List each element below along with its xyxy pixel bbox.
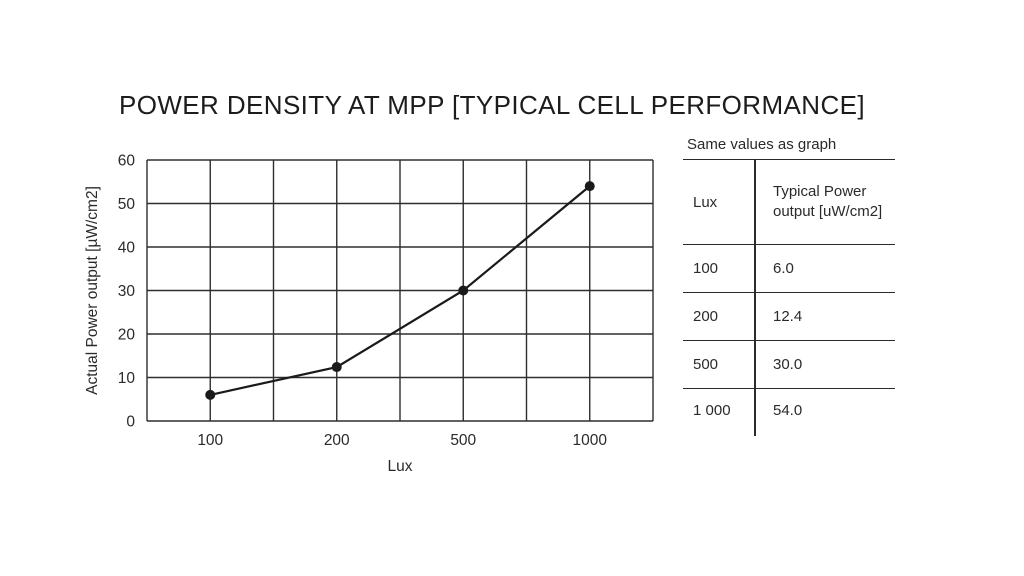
y-tick-label: 60 (118, 153, 136, 170)
table-caption: Same values as graph (687, 136, 837, 153)
lux-value: 1 000 (693, 402, 731, 420)
x-tick-label: 500 (450, 432, 476, 449)
lux-value: 100 (693, 260, 719, 277)
y-tick-label: 20 (118, 327, 136, 344)
x-axis-label: Lux (388, 458, 413, 475)
lux-value: 200 (693, 308, 719, 325)
power-value: 54.0 (773, 401, 803, 419)
power-value: 30.0 (773, 355, 803, 373)
y-tick-label: 30 (118, 283, 136, 300)
chart-title: POWER DENSITY AT MPP [TYPICAL CELL PERFO… (119, 90, 865, 120)
table-header-lux: Lux (693, 193, 718, 211)
power-value: 12.4 (773, 307, 803, 325)
data-point-marker (584, 181, 595, 192)
values-table-panel: Same values as graph Lux Typical Power o… (683, 136, 895, 436)
table-header-power-output: Typical Power output [uW/cm2] (773, 183, 883, 220)
data-point-marker (331, 362, 342, 373)
table-header-row: Lux Typical Power output [uW/cm2] (683, 159, 895, 245)
data-line (210, 185, 591, 396)
y-tick-label: 10 (118, 370, 136, 387)
line-chart: 0 10 20 30 40 50 60 100 200 500 1000 Lux Actual Powe… (85, 153, 654, 475)
table-row: 200 12.4 (683, 292, 895, 341)
y-tick-label: 0 (126, 414, 135, 431)
y-axis-label: Actual Power output [µW/cm2] (85, 186, 101, 395)
x-tick-label: 200 (324, 432, 350, 449)
power-value: 6.0 (773, 259, 794, 277)
data-point-marker (458, 285, 469, 296)
data-point-marker (205, 389, 216, 400)
lux-value: 500 (693, 356, 719, 373)
table-row: 500 30.0 (683, 340, 895, 389)
x-tick-label: 1000 (573, 432, 608, 449)
table-row: 100 6.0 (683, 244, 895, 293)
values-table: Lux Typical Power output [uW/cm2] 100 6.… (683, 159, 895, 433)
y-tick-label: 50 (118, 196, 136, 213)
x-tick-label: 100 (197, 432, 223, 449)
y-tick-label: 40 (118, 240, 136, 257)
table-column-divider (754, 159, 756, 436)
table-row: 1 000 54.0 (683, 388, 895, 433)
